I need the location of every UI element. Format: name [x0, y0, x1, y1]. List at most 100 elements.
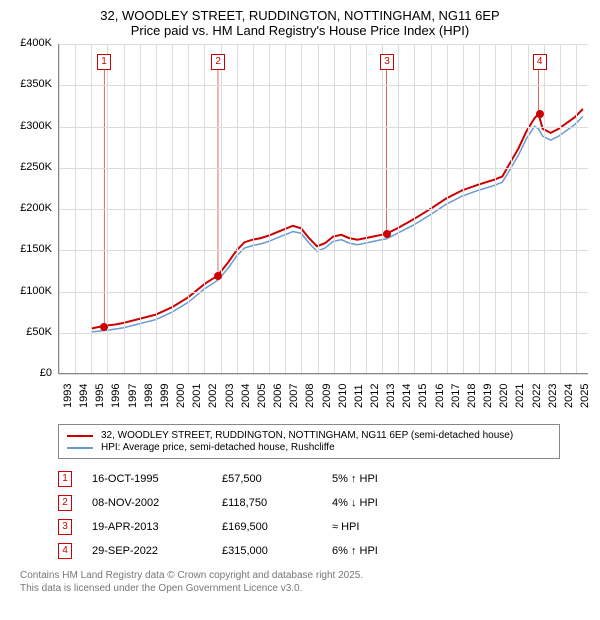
legend-box: 32, WOODLEY STREET, RUDDINGTON, NOTTINGH…	[58, 424, 560, 459]
x-axis-label: 2007	[288, 384, 300, 408]
x-axis-label: 2011	[353, 384, 365, 408]
gridline-horizontal	[59, 85, 588, 86]
y-axis-label: £50K	[12, 326, 52, 338]
gridline-vertical	[528, 44, 529, 373]
chart-container: 32, WOODLEY STREET, RUDDINGTON, NOTTINGH…	[0, 0, 600, 603]
x-axis-label: 2005	[256, 384, 268, 408]
gridline-vertical	[156, 44, 157, 373]
x-axis-label: 2004	[240, 384, 252, 408]
table-row: 429-SEP-2022£315,0006% ↑ HPI	[58, 539, 580, 563]
gridline-vertical	[172, 44, 173, 373]
gridline-vertical	[253, 44, 254, 373]
gridline-horizontal	[59, 333, 588, 334]
row-marker-box: 2	[58, 495, 72, 511]
gridline-vertical	[463, 44, 464, 373]
gridline-vertical	[414, 44, 415, 373]
y-axis-label: £150K	[12, 243, 52, 255]
sale-price: £118,750	[222, 497, 332, 509]
title-block: 32, WOODLEY STREET, RUDDINGTON, NOTTINGH…	[10, 8, 590, 38]
gridline-horizontal	[59, 250, 588, 251]
x-axis-label: 2009	[321, 384, 333, 408]
gridline-vertical	[447, 44, 448, 373]
legend-item: HPI: Average price, semi-detached house,…	[67, 442, 551, 453]
x-axis-label: 2017	[450, 384, 462, 408]
x-axis-label: 1995	[94, 384, 106, 408]
x-axis-label: 2016	[434, 384, 446, 408]
sale-date: 16-OCT-1995	[92, 473, 222, 485]
x-axis-label: 2025	[579, 384, 591, 408]
x-axis-label: 2019	[482, 384, 494, 408]
y-axis-label: £0	[12, 367, 52, 379]
table-row: 319-APR-2013£169,500≈ HPI	[58, 515, 580, 539]
gridline-vertical	[511, 44, 512, 373]
gridline-vertical	[91, 44, 92, 373]
gridline-horizontal	[59, 292, 588, 293]
x-axis-label: 1993	[62, 384, 74, 408]
sale-vs-hpi: 4% ↓ HPI	[332, 497, 452, 509]
gridline-vertical	[204, 44, 205, 373]
x-axis-label: 1997	[127, 384, 139, 408]
gridline-vertical	[237, 44, 238, 373]
sale-dot	[536, 110, 544, 118]
sale-vs-hpi: ≈ HPI	[332, 521, 452, 533]
x-axis-label: 2010	[337, 384, 349, 408]
sale-price: £315,000	[222, 545, 332, 557]
row-marker-box: 3	[58, 519, 72, 535]
x-axis-label: 2006	[272, 384, 284, 408]
x-axis-label: 2000	[175, 384, 187, 408]
gridline-vertical	[140, 44, 141, 373]
gridline-horizontal	[59, 127, 588, 128]
x-axis-label: 2023	[547, 384, 559, 408]
chart-title-subtitle: Price paid vs. HM Land Registry's House …	[10, 23, 590, 38]
gridline-horizontal	[59, 374, 588, 375]
row-marker-box: 4	[58, 543, 72, 559]
legend-swatch	[67, 447, 93, 449]
footer-attribution: Contains HM Land Registry data © Crown c…	[20, 569, 580, 595]
footer-line-1: Contains HM Land Registry data © Crown c…	[20, 569, 580, 582]
gridline-vertical	[366, 44, 367, 373]
table-row: 2 08-NOV-2002£118,7504% ↓ HPI	[58, 491, 580, 515]
legend-label: HPI: Average price, semi-detached house,…	[101, 442, 335, 453]
sale-date: 29-SEP-2022	[92, 545, 222, 557]
legend-label: 32, WOODLEY STREET, RUDDINGTON, NOTTINGH…	[101, 430, 513, 441]
x-axis-label: 1994	[78, 384, 90, 408]
gridline-vertical	[544, 44, 545, 373]
sales-table: 116-OCT-1995£57,5005% ↑ HPI208-NOV-2002£…	[58, 467, 580, 563]
y-axis-label: £100K	[12, 285, 52, 297]
chart-area: 1234 £0£50K£100K£150K£200K£250K£300K£350…	[10, 44, 590, 414]
legend-swatch	[67, 435, 93, 437]
y-axis-label: £250K	[12, 161, 52, 173]
sale-dot	[383, 230, 391, 238]
sale-marker-box: 1	[97, 54, 111, 70]
series-price_paid	[92, 109, 583, 329]
gridline-vertical	[124, 44, 125, 373]
x-axis-label: 2012	[369, 384, 381, 408]
footer-line-2: This data is licensed under the Open Gov…	[20, 582, 580, 595]
x-axis-label: 1996	[110, 384, 122, 408]
gridline-vertical	[431, 44, 432, 373]
gridline-vertical	[75, 44, 76, 373]
gridline-vertical	[269, 44, 270, 373]
x-axis-label: 2008	[304, 384, 316, 408]
sale-dot	[214, 272, 222, 280]
x-axis-label: 2014	[401, 384, 413, 408]
x-axis-label: 2001	[191, 384, 203, 408]
y-axis-label: £400K	[12, 37, 52, 49]
table-row: 116-OCT-1995£57,5005% ↑ HPI	[58, 467, 580, 491]
x-axis-label: 2021	[514, 384, 526, 408]
gridline-vertical	[560, 44, 561, 373]
y-axis-label: £300K	[12, 120, 52, 132]
y-axis-label: £200K	[12, 202, 52, 214]
chart-title-address: 32, WOODLEY STREET, RUDDINGTON, NOTTINGH…	[10, 8, 590, 23]
gridline-vertical	[107, 44, 108, 373]
sale-price: £169,500	[222, 521, 332, 533]
gridline-horizontal	[59, 209, 588, 210]
gridline-vertical	[285, 44, 286, 373]
legend-item: 32, WOODLEY STREET, RUDDINGTON, NOTTINGH…	[67, 430, 551, 441]
x-axis-label: 2015	[417, 384, 429, 408]
sale-marker-box: 3	[380, 54, 394, 70]
gridline-vertical	[301, 44, 302, 373]
gridline-vertical	[188, 44, 189, 373]
x-axis-label: 1999	[159, 384, 171, 408]
sale-date: 08-NOV-2002	[92, 497, 222, 509]
